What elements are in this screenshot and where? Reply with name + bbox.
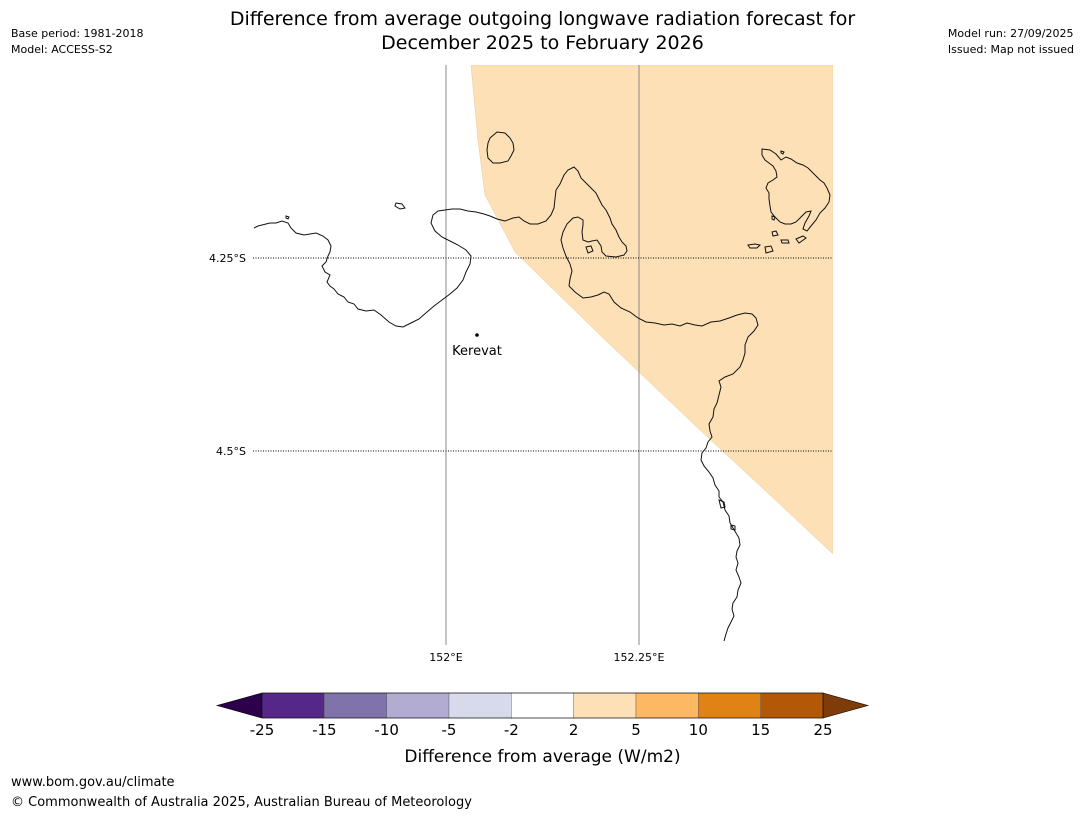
coastline-small-island-10 — [285, 215, 290, 220]
colorbar-bin — [635, 692, 699, 719]
colorbar-tick-label: -2 — [504, 721, 519, 739]
lon-label-152e: 152°E — [429, 651, 462, 664]
colorbar-tick-label: 10 — [689, 721, 708, 739]
colorbar-bin — [261, 692, 325, 719]
anomaly-shaded-region — [470, 65, 833, 555]
coastline-small-island-9 — [730, 524, 736, 531]
colorbar-tick-label: 25 — [813, 721, 832, 739]
issued-text: Issued: Map not issued — [947, 43, 1074, 56]
title-line-2: December 2025 to February 2026 — [381, 32, 704, 54]
colorbar-bin — [448, 692, 512, 719]
colorbar-bin — [573, 692, 637, 719]
kerevat-marker — [475, 333, 479, 337]
colorbar: -25 -15 -10 -5 -2 2 5 10 15 25 Difference from av… — [215, 692, 870, 767]
colorbar-bin — [511, 692, 574, 719]
colorbar-title: Difference from average (W/m2) — [404, 747, 680, 767]
coastlines — [253, 131, 831, 642]
colorbar-tick-label: -15 — [312, 721, 337, 739]
colorbar-bin — [760, 692, 824, 719]
map-frame — [253, 65, 833, 645]
coastline-small-island-3 — [780, 239, 790, 244]
colorbar-tick-label: -25 — [250, 721, 275, 739]
colorbar-bin — [324, 692, 387, 719]
kerevat-label: Kerevat — [452, 344, 502, 359]
model-run-text: Model run: 27/09/2025 — [947, 27, 1074, 40]
colorbar-bin — [698, 692, 761, 719]
coastline-gazelle-peninsula — [253, 166, 759, 642]
coastline-small-island-2 — [764, 245, 774, 254]
coastline-small-island-11 — [780, 150, 785, 155]
base-period-text: Base period: 1981-2018 — [11, 27, 144, 40]
lat-label-4-25s: 4.25°S — [209, 252, 246, 265]
colorbar-bin — [386, 692, 450, 719]
footer-url[interactable]: www.bom.gov.au/climate — [11, 775, 175, 790]
meta-right: Model run: 27/09/2025 Issued: Map not is… — [948, 26, 1074, 58]
coastline-new-ireland-tip — [761, 148, 831, 232]
coastline-small-island-5 — [771, 230, 779, 237]
colorbar-tick-label: 5 — [631, 721, 641, 739]
coastline-small-island-4 — [795, 235, 807, 244]
footer-copyright: © Commonwealth of Australia 2025, Austra… — [11, 795, 472, 810]
colorbar-over-arrow — [822, 692, 870, 719]
coastline-small-island-6 — [394, 202, 406, 210]
lon-label-152-25e: 152.25°E — [614, 651, 665, 664]
colorbar-outline — [261, 692, 824, 719]
colorbar-under-arrow — [215, 692, 263, 719]
lat-label-4-5s: 4.5°S — [216, 445, 246, 458]
coastline-small-island-8 — [718, 499, 726, 509]
colorbar-tick-label: 15 — [751, 721, 770, 739]
coastline-duke-of-york-island — [486, 131, 515, 164]
colorbar-tick-label: -5 — [442, 721, 457, 739]
coastline-small-island-12 — [771, 215, 776, 221]
title-line-1: Difference from average outgoing longwav… — [229, 8, 856, 30]
map-title: Difference from average outgoing longwav… — [0, 7, 1085, 55]
coastline-small-island-7 — [585, 245, 594, 254]
meta-left: Base period: 1981-2018 Model: ACCESS-S2 — [11, 26, 143, 58]
colorbar-tick-label: 2 — [569, 721, 579, 739]
colorbar-tick-label: -10 — [374, 721, 399, 739]
coastline-small-island-1 — [747, 243, 762, 249]
model-text: Model: ACCESS-S2 — [11, 43, 113, 56]
